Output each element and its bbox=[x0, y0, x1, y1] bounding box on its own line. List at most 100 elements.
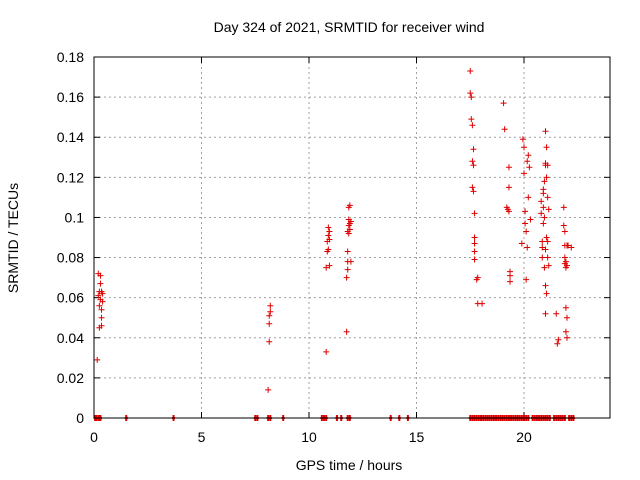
y-tick-label: 0.18 bbox=[57, 49, 84, 65]
data-point bbox=[471, 234, 478, 241]
data-point bbox=[518, 240, 525, 247]
data-point bbox=[524, 158, 531, 165]
data-point bbox=[469, 184, 476, 191]
data-point bbox=[522, 208, 529, 215]
data-point bbox=[467, 90, 474, 97]
data-point bbox=[479, 300, 486, 307]
data-point bbox=[343, 328, 350, 335]
data-point bbox=[562, 304, 569, 311]
data-point bbox=[500, 100, 507, 107]
data-point bbox=[521, 170, 527, 177]
data-point bbox=[545, 206, 552, 213]
data-point bbox=[543, 144, 550, 151]
data-point bbox=[98, 306, 105, 313]
data-point bbox=[470, 146, 477, 153]
data-point bbox=[346, 202, 353, 209]
data-point bbox=[505, 184, 512, 191]
data-point bbox=[94, 356, 101, 363]
y-tick-label: 0.06 bbox=[57, 290, 84, 306]
data-point bbox=[97, 280, 104, 287]
data-point bbox=[564, 262, 570, 269]
data-point bbox=[468, 116, 475, 123]
data-point bbox=[568, 244, 575, 251]
data-point bbox=[471, 240, 478, 247]
data-point bbox=[266, 338, 273, 345]
data-point bbox=[525, 152, 532, 159]
y-tick-label: 0.08 bbox=[57, 250, 84, 266]
data-point bbox=[265, 386, 272, 393]
x-tick-label: 10 bbox=[301, 429, 317, 445]
data-point bbox=[543, 234, 550, 241]
data-point bbox=[471, 210, 478, 217]
data-point bbox=[539, 244, 546, 251]
data-point bbox=[542, 128, 549, 135]
y-tick-label: 0.04 bbox=[57, 330, 84, 346]
data-point bbox=[523, 276, 530, 283]
data-point bbox=[471, 248, 478, 255]
data-point bbox=[346, 226, 353, 233]
x-axis-ticks: 0 5 10 15 20 bbox=[90, 57, 532, 445]
data-point bbox=[325, 232, 332, 239]
data-point bbox=[562, 328, 569, 335]
data-point bbox=[540, 186, 547, 193]
data-point bbox=[565, 242, 572, 249]
grid-lines bbox=[94, 57, 610, 418]
plot-frame bbox=[93, 56, 611, 419]
data-point bbox=[96, 302, 103, 309]
data-point bbox=[526, 164, 533, 171]
data-point bbox=[519, 136, 526, 143]
data-point bbox=[545, 262, 552, 269]
data-point bbox=[326, 236, 333, 243]
data-point bbox=[467, 68, 474, 75]
data-point bbox=[266, 320, 273, 327]
data-point bbox=[522, 220, 529, 227]
data-point bbox=[507, 278, 514, 285]
data-point bbox=[325, 246, 332, 253]
data-point bbox=[474, 274, 481, 281]
x-tick-label: 5 bbox=[198, 429, 206, 445]
data-point bbox=[323, 348, 330, 355]
y-tick-label: 0.12 bbox=[57, 169, 84, 185]
data-point bbox=[542, 282, 549, 289]
data-point bbox=[544, 194, 551, 201]
data-point bbox=[541, 214, 548, 221]
chart-title: Day 324 of 2021, SRMTID for receiver win… bbox=[214, 19, 485, 35]
data-point bbox=[560, 222, 567, 229]
data-point bbox=[539, 254, 546, 261]
data-point bbox=[554, 340, 561, 347]
data-point bbox=[470, 188, 477, 195]
y-tick-label: 0.1 bbox=[65, 209, 85, 225]
data-point bbox=[523, 228, 530, 235]
data-point bbox=[326, 228, 333, 235]
data-point bbox=[468, 94, 475, 101]
data-point bbox=[344, 266, 351, 273]
data-point bbox=[555, 336, 562, 343]
data-point bbox=[267, 302, 274, 309]
data-point bbox=[561, 254, 568, 261]
data-point bbox=[542, 310, 549, 317]
x-tick-label: 15 bbox=[409, 429, 425, 445]
data-point bbox=[345, 230, 352, 237]
data-point bbox=[347, 258, 354, 265]
data-point bbox=[544, 162, 551, 169]
data-point bbox=[347, 218, 354, 225]
data-point bbox=[469, 158, 476, 165]
data-point bbox=[99, 290, 106, 297]
y-axis-ticks: 0 0.02 0.04 0.06 0.08 0.1 0.12 0.14 0.16 0.18 bbox=[57, 49, 610, 426]
x-axis-label: GPS time / hours bbox=[296, 457, 403, 473]
data-point bbox=[544, 254, 551, 261]
data-point bbox=[543, 290, 550, 297]
data-point bbox=[507, 272, 514, 279]
data-point bbox=[564, 314, 570, 321]
data-point bbox=[553, 310, 560, 317]
y-tick-label: 0.02 bbox=[57, 370, 84, 386]
data-point bbox=[540, 220, 547, 227]
data-point bbox=[505, 164, 512, 171]
data-point bbox=[501, 126, 508, 133]
data-point bbox=[98, 322, 105, 329]
data-point bbox=[98, 314, 105, 321]
x-tick-label: 0 bbox=[90, 429, 98, 445]
y-tick-label: 0.14 bbox=[57, 129, 84, 145]
data-point bbox=[470, 162, 477, 169]
